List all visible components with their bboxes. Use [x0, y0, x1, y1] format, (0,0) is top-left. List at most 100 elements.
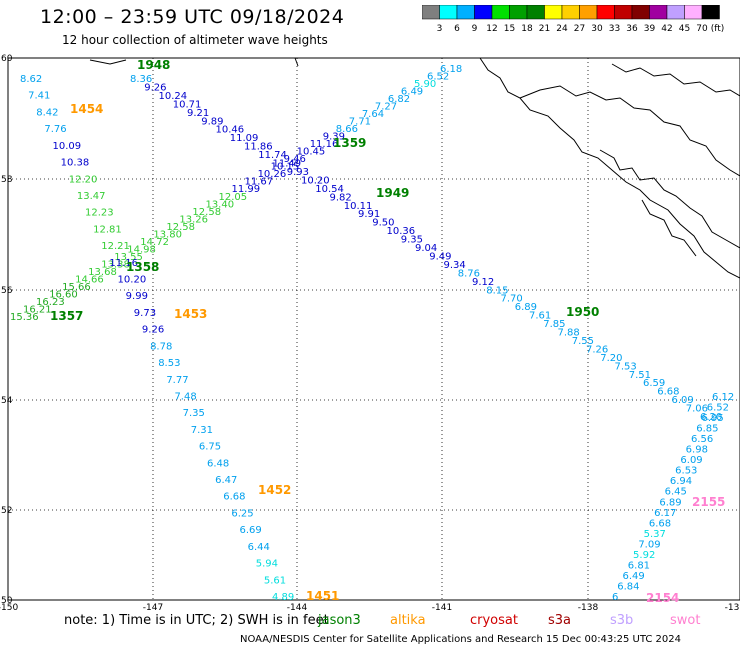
swh-value: 11.49	[273, 159, 302, 170]
swh-value: 7.77	[166, 375, 188, 386]
swh-value: 6.49	[401, 87, 423, 98]
swh-value: 6.18	[440, 64, 462, 75]
credit-footer: NOAA/NESDIS Center for Satellite Applica…	[240, 634, 682, 645]
lat-label: 58	[1, 175, 13, 185]
swh-value: 7.26	[586, 344, 608, 355]
swh-value: 9.50	[372, 218, 394, 229]
swh-value: 6.09	[672, 395, 694, 406]
swh-value: 9.35	[401, 235, 423, 246]
swh-value: 13.68	[88, 267, 117, 278]
swh-value: 7.76	[44, 124, 66, 135]
swh-value: 6.81	[628, 560, 650, 571]
colorbar-label: 70	[696, 24, 708, 34]
swh-value: 10.09	[53, 141, 82, 152]
lat-label: 54	[1, 396, 13, 406]
pass-times: 1948 1454 1359 1949 1358 1357 1453 1950 1452 2155…	[50, 58, 725, 605]
swh-value: 14.66	[75, 274, 104, 285]
wave-height-map: 60 58 56 54 52 50-150 -147 -144 -141 -138 -13 8.36…	[0, 54, 740, 612]
lon-label: -150	[0, 603, 18, 612]
swh-value: 6	[612, 592, 618, 603]
altimeter-tracks: 8.369.2610.2410.719.219.8910.4611.0911.8…	[10, 64, 734, 603]
colorbar-label: 45	[679, 24, 690, 34]
swh-value: 11.16	[109, 258, 138, 269]
swh-value: 10.36	[387, 226, 416, 237]
swh-value: 7.64	[362, 109, 384, 120]
swh-value: 10.54	[315, 184, 344, 195]
swh-value: 11.16	[310, 139, 339, 150]
swh-value: 12.23	[85, 208, 114, 219]
swh-value: 6.12	[712, 392, 734, 403]
swh-value: 6.68	[649, 518, 671, 529]
colorbar-swatch	[701, 5, 720, 20]
pass-time-label: 1950	[566, 305, 599, 319]
swh-value: 5.37	[644, 529, 666, 540]
lat-label: 52	[1, 506, 12, 516]
swh-value: 8.53	[158, 358, 180, 369]
lat-label: 56	[1, 286, 13, 296]
colorbar-unit: (ft)	[711, 24, 725, 34]
swh-value: 11.74	[258, 150, 287, 161]
swh-value: 11.67	[245, 177, 274, 188]
swh-value: 7.48	[174, 391, 196, 402]
swh-value: 6.53	[675, 466, 697, 477]
swh-value: 6.17	[654, 508, 676, 519]
satellite-legend-item: altika	[390, 613, 426, 628]
swh-value: 10.45	[297, 147, 326, 158]
lat-label: 50	[1, 596, 13, 606]
swh-value: 6.25	[231, 508, 253, 519]
colorbar-label: 33	[609, 24, 620, 34]
swh-value: 6.44	[248, 542, 270, 553]
swh-value: 6.94	[670, 476, 692, 487]
swh-value: 7.85	[543, 319, 565, 330]
swh-value: 12.58	[166, 222, 195, 233]
swh-value: 12.21	[101, 241, 130, 252]
swh-value: 6.82	[388, 94, 410, 105]
swh-value: 5.61	[264, 575, 286, 586]
swh-value: 14.72	[140, 237, 169, 248]
swh-value: 10.71	[173, 99, 202, 110]
pass-time-label: 1358	[126, 260, 159, 274]
swh-value: 7.70	[501, 294, 523, 305]
swh-value: 10.11	[344, 201, 373, 212]
swh-value: 7.88	[558, 328, 580, 339]
swh-value: 6.52	[707, 403, 729, 414]
swh-value: 13.40	[205, 199, 234, 210]
swh-value: 12.05	[218, 192, 247, 203]
swh-value: 7.31	[191, 425, 213, 436]
swh-value: 16.21	[23, 304, 52, 315]
swh-value: 6.52	[427, 72, 449, 83]
swh-value: 9.73	[134, 308, 156, 319]
swh-value: 6.59	[643, 378, 665, 389]
swh-value: 7.06	[686, 404, 708, 415]
swh-value: 8.36	[130, 74, 152, 85]
swh-value: 5.92	[633, 550, 655, 561]
satellite-legend-item: s3a	[548, 613, 572, 628]
swh-value: 9.99	[126, 291, 148, 302]
swh-value: 10.15	[271, 162, 300, 173]
swh-value: 6.68	[657, 387, 679, 398]
swh-value: 9.26	[142, 325, 164, 336]
swh-value: 8.76	[458, 268, 480, 279]
swh-value: 8.62	[20, 74, 42, 85]
swh-value: 5.94	[256, 559, 278, 570]
swh-value: 6.56	[691, 434, 713, 445]
colorbar-label: 18	[521, 24, 533, 34]
swh-value: 6.45	[665, 487, 687, 498]
colorbar-label: 39	[644, 24, 656, 34]
satellite-legend-item: s3b	[610, 613, 634, 628]
map-title: 12:00 – 23:59 UTC 09/18/2024	[40, 6, 345, 28]
swh-value: 6.68	[223, 492, 245, 503]
swh-value: 9.46	[284, 154, 306, 165]
colorbar-label: 21	[539, 24, 550, 34]
swh-value: 9.39	[323, 132, 345, 143]
colorbar-label: 12	[486, 24, 497, 34]
lat-label: 60	[1, 54, 13, 64]
satellite-legend-item: cryosat	[470, 613, 518, 628]
pass-time-label: 1949	[376, 186, 409, 200]
colorbar-label: 24	[556, 24, 568, 34]
colorbar: 3 6 9 12 15 18 21 24 27 30 33 36 39 42 45 70 (ft)	[422, 5, 725, 34]
pass-time-label: 2155	[692, 495, 725, 509]
alaska-coastline	[89, 57, 740, 279]
swh-value: 7.61	[529, 311, 551, 322]
swh-value: 10.26	[258, 169, 287, 180]
